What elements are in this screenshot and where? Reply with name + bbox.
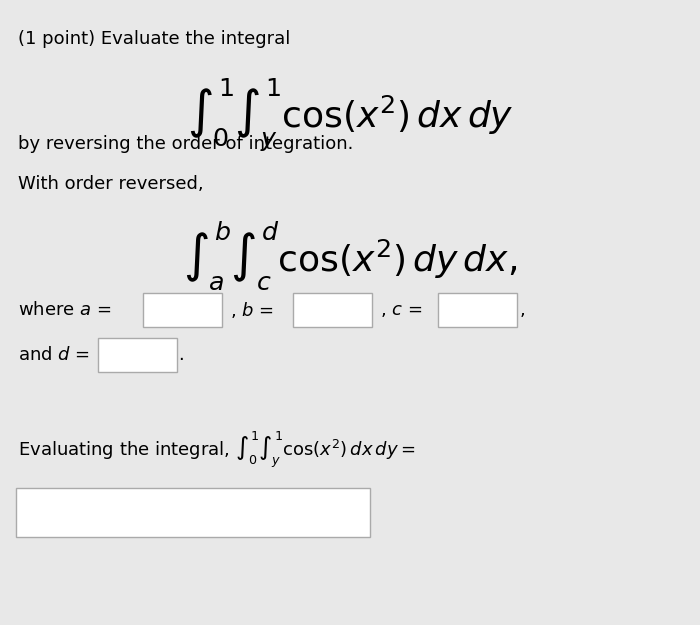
Text: and $d$ =: and $d$ =	[18, 346, 90, 364]
FancyBboxPatch shape	[16, 488, 370, 537]
Text: , $c$ =: , $c$ =	[380, 301, 422, 319]
Text: by reversing the order of integration.: by reversing the order of integration.	[18, 135, 354, 153]
FancyBboxPatch shape	[438, 293, 517, 327]
Text: $\int_0^1 \int_y^1 \cos(x^2)\, dx\, dy$: $\int_0^1 \int_y^1 \cos(x^2)\, dx\, dy$	[187, 77, 513, 154]
FancyBboxPatch shape	[98, 338, 177, 372]
Text: .: .	[178, 346, 183, 364]
Text: Evaluating the integral, $\int_0^1 \int_y^1 \cos(x^2)\, dx\, dy =$: Evaluating the integral, $\int_0^1 \int_…	[18, 430, 415, 470]
Text: , $b$ =: , $b$ =	[230, 300, 274, 320]
Text: With order reversed,: With order reversed,	[18, 175, 204, 193]
Text: (1 point) Evaluate the integral: (1 point) Evaluate the integral	[18, 30, 290, 48]
Text: ,: ,	[520, 301, 526, 319]
Text: where $a$ =: where $a$ =	[18, 301, 111, 319]
FancyBboxPatch shape	[293, 293, 372, 327]
FancyBboxPatch shape	[143, 293, 222, 327]
Text: $\int_a^b \int_c^d \cos(x^2)\, dy\, dx,$: $\int_a^b \int_c^d \cos(x^2)\, dy\, dx,$	[183, 220, 517, 292]
